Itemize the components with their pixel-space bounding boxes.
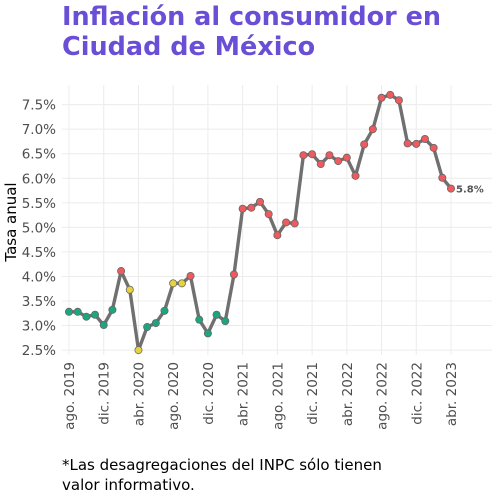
data-point [438,173,447,182]
data-point [177,279,186,288]
y-tick-label: 5.0% [22,220,56,236]
data-point [82,312,91,321]
data-point [255,197,264,206]
data-point [73,307,82,316]
data-point [117,267,126,276]
data-point [195,315,204,324]
data-point [429,143,438,152]
data-point [308,150,317,159]
data-point [342,153,351,162]
x-tick-label: dic. 2020 [201,362,217,425]
data-point [394,96,403,105]
data-point [368,125,377,134]
data-point [282,218,291,227]
data-point [412,139,421,148]
data-point [221,317,230,326]
footnote-line-1: *Las desagregaciones del INPC sólo tiene… [62,456,382,474]
data-point [325,151,334,160]
x-tick-label: abr. 2022 [340,362,356,426]
x-tick-label: abr. 2023 [444,362,460,426]
data-point [99,321,108,330]
data-point [273,231,282,240]
data-point [247,203,256,212]
y-tick-label: 7.0% [22,122,56,138]
y-axis-label: Tasa anual [2,182,20,262]
last-value-label: 5.8% [456,185,484,196]
data-point [420,134,429,143]
x-tick-label: ago. 2020 [166,362,182,430]
y-tick-label: 4.5% [22,245,56,261]
data-point [151,319,160,328]
x-tick-label: dic. 2022 [409,362,425,425]
grid-layer [62,85,492,355]
x-tick-label: ago. 2022 [375,362,391,430]
chart-title-line-2: Ciudad de México [62,32,316,62]
data-point [351,171,360,180]
x-tick-label: abr. 2021 [236,362,252,426]
data-point [65,307,74,316]
y-tick-label: 6.5% [22,147,56,163]
data-point [446,184,455,193]
axis-layer: 2.5% 3.0% 3.5% 4.0% 4.5% 5.0% 5.5% 6.0% 6.5% 7.0%… [2,98,460,430]
data-point [386,90,395,99]
chart-title-line-1: Inflación al consumidor en [62,2,442,32]
data-point [238,204,247,213]
chart-title: Inflación al consumidor en Ciudad de Méx… [62,2,492,62]
y-tick-label: 3.0% [22,319,56,335]
data-point [160,306,169,315]
data-point [299,151,308,160]
data-point [91,310,100,319]
y-tick-label: 3.5% [22,294,56,310]
data-point [264,210,273,219]
data-point [125,285,134,294]
footnote-line-2: valor informativo. [62,476,195,494]
data-point [108,305,117,314]
data-point [186,271,195,280]
data-point [290,219,299,228]
data-point [169,279,178,288]
y-tick-label: 2.5% [22,343,56,359]
y-tick-label: 4.0% [22,269,56,285]
data-point [377,93,386,102]
label-layer: 5.8% [456,185,484,196]
y-tick-label: 7.5% [22,98,56,114]
x-tick-label: abr. 2020 [131,362,147,426]
data-point [143,323,152,332]
data-point [334,157,343,166]
data-point [403,139,412,148]
data-point [203,329,212,338]
series-layer [65,90,455,355]
x-tick-label: ago. 2021 [270,362,286,430]
data-point [360,140,369,149]
data-point [134,346,143,355]
footnote: *Las desagregaciones del INPC sólo tiene… [62,455,492,495]
x-tick-label: ago. 2019 [62,362,78,430]
x-tick-label: dic. 2021 [305,362,321,425]
data-point [229,270,238,279]
x-tick-label: dic. 2019 [97,362,113,425]
series-line [67,93,453,352]
y-tick-label: 5.5% [22,196,56,212]
data-point [316,160,325,169]
data-point [212,310,221,319]
y-tick-label: 6.0% [22,171,56,187]
